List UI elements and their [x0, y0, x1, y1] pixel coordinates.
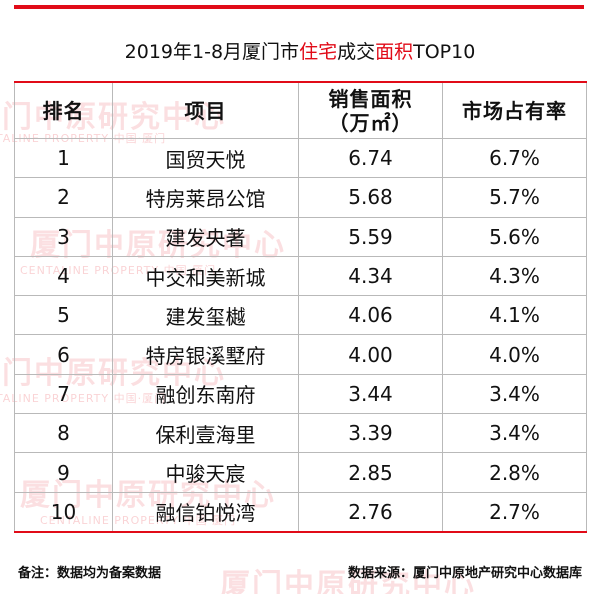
cell-project: 特房银溪墅府 [112, 334, 299, 375]
title-highlight-1: 住宅 [299, 41, 338, 63]
cell-rank: 10 [14, 491, 113, 533]
cell-share: 2.8% [442, 452, 587, 493]
cell-area: 3.39 [298, 413, 443, 454]
cell-rank: 4 [14, 255, 113, 297]
cell-area: 3.44 [298, 373, 443, 415]
cell-area: 5.68 [298, 177, 443, 218]
cell-area: 4.00 [298, 334, 443, 375]
cell-project: 保利壹海里 [112, 413, 299, 454]
title-highlight-2: 面积 [375, 41, 414, 63]
cell-area: 5.59 [298, 216, 443, 257]
cell-project: 国贸天悦 [112, 137, 299, 179]
cell-rank: 1 [14, 137, 113, 179]
cell-rank: 2 [14, 177, 113, 218]
cell-area: 4.34 [298, 255, 443, 297]
header-project: 项目 [112, 81, 299, 139]
cell-share: 3.4% [442, 413, 587, 454]
cell-rank: 6 [14, 334, 113, 375]
cell-project: 建发央著 [112, 216, 299, 257]
cell-rank: 3 [14, 216, 113, 257]
table-row: 6 特房银溪墅府 4.00 4.0% [14, 334, 587, 375]
cell-rank: 8 [14, 413, 113, 454]
cell-project: 融信铂悦湾 [112, 491, 299, 533]
cell-share: 4.3% [442, 255, 587, 297]
title-part-3: TOP10 [413, 41, 476, 63]
cell-project: 中骏天宸 [112, 452, 299, 493]
header-area: 销售面积 （万㎡） [298, 81, 443, 139]
data-source: 数据来源：厦门中原地产研究中心数据库 [347, 566, 582, 581]
table-row: 3 建发央著 5.59 5.6% [14, 216, 587, 257]
cell-project: 融创东南府 [112, 373, 299, 415]
top-accent-bar [14, 5, 584, 9]
cell-area: 2.85 [298, 452, 443, 493]
header-rank: 排名 [14, 81, 113, 139]
table-row: 4 中交和美新城 4.34 4.3% [14, 255, 587, 297]
cell-rank: 7 [14, 373, 113, 415]
cell-share: 4.0% [442, 334, 587, 375]
table-row: 8 保利壹海里 3.39 3.4% [14, 413, 587, 454]
cell-area: 2.76 [298, 491, 443, 533]
cell-project: 特房莱昂公馆 [112, 177, 299, 218]
title-part-2: 成交 [337, 41, 376, 63]
cell-share: 3.4% [442, 373, 587, 415]
table-header-row: 排名 项目 销售面积 （万㎡） 市场占有率 [14, 81, 587, 139]
cell-project: 建发玺樾 [112, 295, 299, 336]
cell-share: 5.7% [442, 177, 587, 218]
cell-share: 2.7% [442, 491, 587, 533]
cell-rank: 5 [14, 295, 113, 336]
cell-area: 4.06 [298, 295, 443, 336]
footnote: 备注：数据均为备案数据 [18, 566, 162, 581]
table-row: 2 特房莱昂公馆 5.68 5.7% [14, 177, 587, 218]
header-share: 市场占有率 [442, 81, 587, 139]
table-row: 1 国贸天悦 6.74 6.7% [14, 137, 587, 179]
page-title: 2019年1-8月厦门市住宅成交面积TOP10 [0, 40, 600, 64]
cell-share: 6.7% [442, 137, 587, 179]
table-row: 10 融信铂悦湾 2.76 2.7% [14, 491, 587, 533]
cell-rank: 9 [14, 452, 113, 493]
cell-area: 6.74 [298, 137, 443, 179]
table-row: 5 建发玺樾 4.06 4.1% [14, 295, 587, 336]
title-part-1: 2019年1-8月厦门市 [124, 41, 300, 63]
ranking-table: 排名 项目 销售面积 （万㎡） 市场占有率 1 国贸天悦 6.74 6.7% 2… [14, 81, 587, 533]
table-row: 9 中骏天宸 2.85 2.8% [14, 452, 587, 493]
table-row: 7 融创东南府 3.44 3.4% [14, 373, 587, 415]
cell-share: 4.1% [442, 295, 587, 336]
cell-share: 5.6% [442, 216, 587, 257]
cell-project: 中交和美新城 [112, 255, 299, 297]
